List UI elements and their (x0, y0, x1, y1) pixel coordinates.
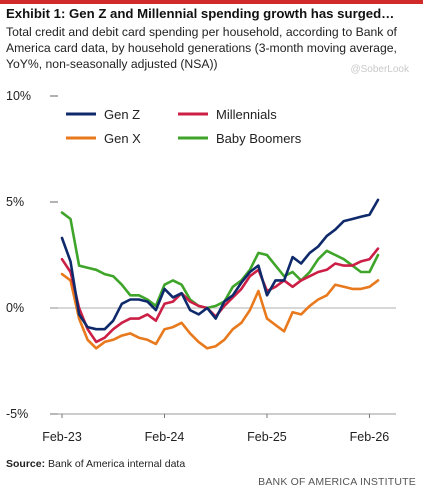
chart-legend: Gen Z Millennials Gen X Baby Boomers (66, 107, 302, 146)
chart-title: Exhibit 1: Gen Z and Millennial spending… (6, 6, 395, 21)
source-label: Source: (6, 458, 46, 470)
legend-label-gen-z: Gen Z (104, 107, 140, 122)
line-chart: 10% 5% 0% -5% Feb-23 Feb-24 Feb-25 Feb-26 Gen Z… (6, 89, 396, 444)
top-accent-rule (0, 0, 423, 4)
series-line-millennials (60, 247, 380, 344)
y-tick-label: 0% (6, 301, 24, 315)
legend-label-baby-boomers: Baby Boomers (216, 131, 302, 146)
series-lines (60, 198, 380, 350)
x-tick-label: Feb-26 (350, 430, 390, 444)
source-text: Bank of America internal data (45, 458, 186, 470)
legend-label-gen-x: Gen X (104, 131, 141, 146)
y-tick-label: 5% (6, 195, 24, 209)
series-line-gen-z (60, 198, 380, 331)
y-tick-label: 10% (6, 89, 31, 103)
chart-subtitle: Total credit and debit card spending per… (6, 25, 397, 71)
y-tick-label: -5% (6, 407, 28, 421)
x-tick-label: Feb-24 (145, 430, 185, 444)
series-line-baby-boomers (60, 211, 380, 310)
brand-footer: BANK OF AMERICA INSTITUTE (258, 476, 416, 488)
series-line-gen-x (60, 272, 380, 350)
watermark-handle: @SoberLook (350, 64, 409, 75)
legend-label-millennials: Millennials (216, 107, 277, 122)
x-tick-label: Feb-25 (247, 430, 287, 444)
source-note: Source: Bank of America internal data (6, 458, 185, 470)
x-tick-label: Feb-23 (42, 430, 82, 444)
chart-axes: 10% 5% 0% -5% Feb-23 Feb-24 Feb-25 Feb-26 (6, 89, 396, 444)
